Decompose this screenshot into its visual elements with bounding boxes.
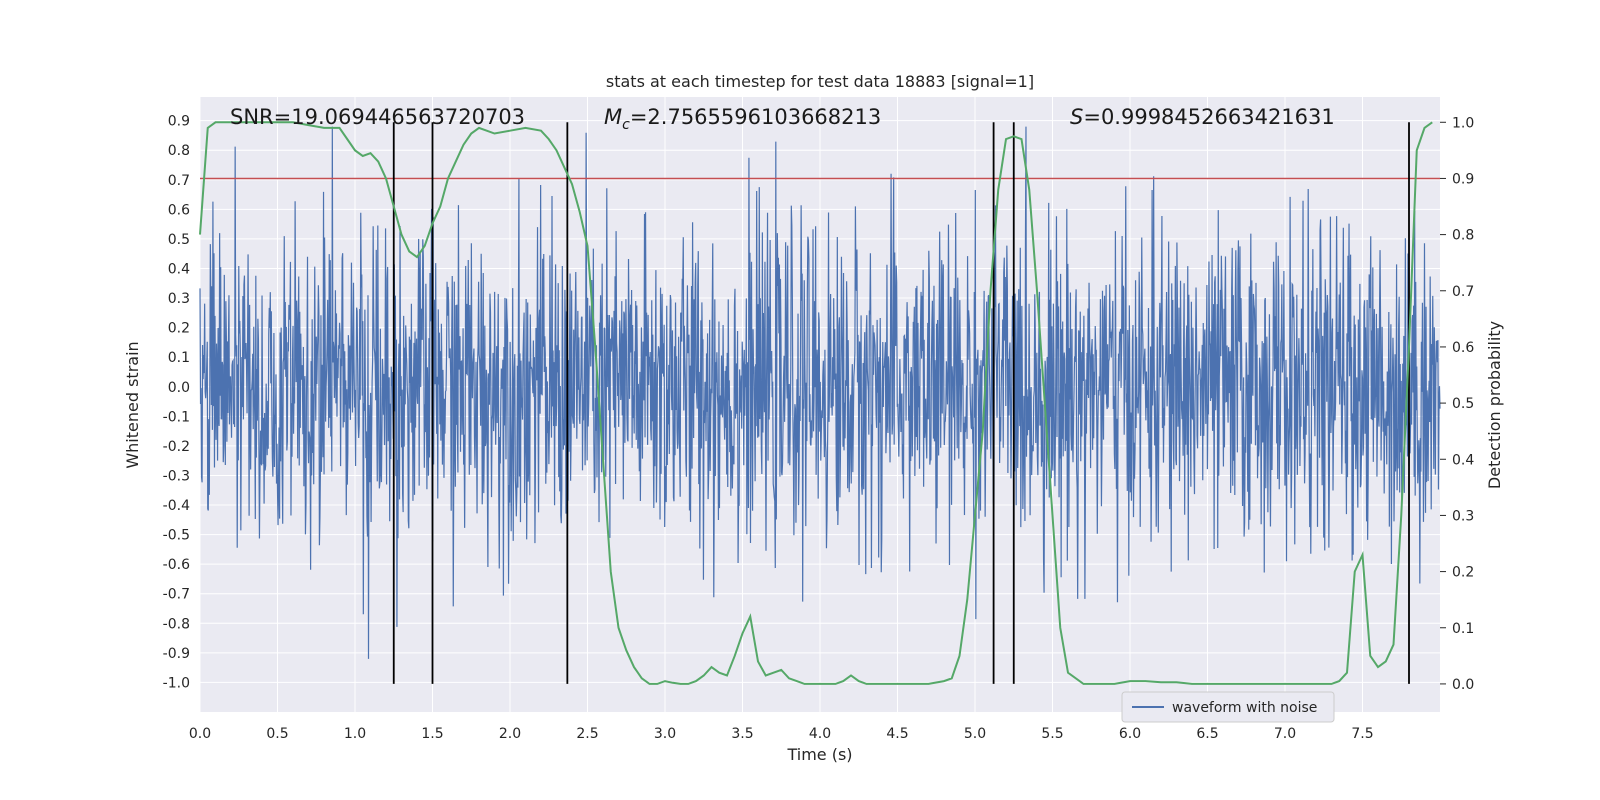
y-right-tick-label: 0.3 bbox=[1452, 508, 1474, 524]
legend: waveform with noise bbox=[1121, 691, 1335, 723]
y-left-tick-label: -0.3 bbox=[163, 468, 190, 484]
y-left-tick-label: 0.1 bbox=[168, 350, 190, 366]
x-tick-label: 6.0 bbox=[1119, 726, 1141, 742]
probability-line bbox=[199, 121, 1433, 685]
y-right-tick-label: 0.9 bbox=[1452, 171, 1474, 187]
snr-annotation: SNR=19.069446563720703 bbox=[230, 105, 525, 129]
mc-symbol: M bbox=[604, 105, 622, 129]
y-right-tick-label: 1.0 bbox=[1452, 115, 1474, 131]
y-right-tick-label: 0.8 bbox=[1452, 228, 1474, 244]
x-tick-label: 3.0 bbox=[654, 726, 676, 742]
y-left-tick-label: -0.5 bbox=[163, 528, 190, 544]
vertical-markers bbox=[392, 122, 1410, 684]
mc-subscript: c bbox=[622, 117, 630, 133]
s-value: =0.9998452663421631 bbox=[1083, 105, 1334, 129]
x-axis-ticks: 0.0 0.5 1.0 1.5 2.0 2.5 3.0 3.5 4.0 4.5 5.0 5.5 6.0 6… bbox=[189, 726, 1374, 742]
y-left-tick-label: 0.6 bbox=[168, 202, 190, 218]
y-left-tick-label: -1.0 bbox=[163, 675, 190, 691]
y-left-tick-label: -0.4 bbox=[163, 498, 190, 514]
x-tick-label: 2.0 bbox=[499, 726, 521, 742]
x-tick-label: 1.0 bbox=[344, 726, 366, 742]
legend-box bbox=[1121, 691, 1335, 723]
mc-value: =2.7565596103668213 bbox=[630, 105, 881, 129]
y-left-tick-label: -0.7 bbox=[163, 587, 190, 603]
y-right-tick-label: 0.6 bbox=[1452, 340, 1474, 356]
y-left-tick-label: 0.5 bbox=[168, 232, 190, 248]
x-tick-label: 0.0 bbox=[189, 726, 211, 742]
y-right-axis-label: Detection probability bbox=[1485, 321, 1504, 489]
y-right-tick-label: 0.0 bbox=[1452, 677, 1474, 693]
x-tick-label: 7.0 bbox=[1274, 726, 1296, 742]
x-tick-label: 6.5 bbox=[1196, 726, 1218, 742]
x-axis-label: Time (s) bbox=[786, 745, 852, 764]
chart-title: stats at each timestep for test data 188… bbox=[606, 72, 1034, 91]
legend-entry: waveform with noise bbox=[1172, 700, 1317, 716]
probability-series bbox=[199, 121, 1433, 685]
y-right-tick-label: 0.2 bbox=[1452, 565, 1474, 581]
y-left-tick-label: -0.1 bbox=[163, 409, 190, 425]
y-left-tick-label: 0.4 bbox=[168, 261, 190, 277]
y-right-tick-label: 0.1 bbox=[1452, 621, 1474, 637]
y-right-axis-ticks: 1.0 0.9 0.8 0.7 0.6 0.5 0.4 0.3 0.2 0.1 0.0 bbox=[1440, 115, 1474, 693]
y-left-tick-label: -0.8 bbox=[163, 616, 190, 632]
y-left-tick-label: -0.6 bbox=[163, 557, 190, 573]
x-tick-label: 0.5 bbox=[266, 726, 288, 742]
x-tick-label: 4.5 bbox=[886, 726, 908, 742]
x-tick-label: 3.5 bbox=[731, 726, 753, 742]
y-right-tick-label: 0.7 bbox=[1452, 284, 1474, 300]
x-tick-label: 5.5 bbox=[1041, 726, 1063, 742]
x-tick-label: 1.5 bbox=[421, 726, 443, 742]
y-left-tick-label: 0.2 bbox=[168, 321, 190, 337]
y-left-tick-label: 0.8 bbox=[168, 143, 190, 159]
x-tick-label: 4.0 bbox=[809, 726, 831, 742]
y-right-tick-label: 0.5 bbox=[1452, 396, 1474, 412]
y-left-axis-ticks: 0.9 0.8 0.7 0.6 0.5 0.4 0.3 0.2 0.1 0.0 -0.1 -0.2 -0… bbox=[163, 114, 190, 692]
waveform-series bbox=[199, 126, 1441, 659]
y-left-tick-label: -0.9 bbox=[163, 646, 190, 662]
waveform-line bbox=[199, 126, 1441, 659]
x-tick-label: 5.0 bbox=[964, 726, 986, 742]
y-left-axis-label: Whitened strain bbox=[123, 341, 142, 468]
y-left-tick-label: 0.0 bbox=[168, 380, 190, 396]
mc-annotation: Mc=2.7565596103668213 bbox=[604, 105, 881, 133]
y-right-tick-label: 0.4 bbox=[1452, 452, 1474, 468]
x-tick-label: 2.5 bbox=[576, 726, 598, 742]
y-left-tick-label: 0.3 bbox=[168, 291, 190, 307]
s-annotation: S=0.9998452663421631 bbox=[1070, 105, 1335, 129]
y-left-tick-label: -0.2 bbox=[163, 439, 190, 455]
x-tick-label: 7.5 bbox=[1351, 726, 1373, 742]
y-left-tick-label: 0.9 bbox=[168, 114, 190, 130]
y-left-tick-label: 0.7 bbox=[168, 173, 190, 189]
s-symbol: S bbox=[1070, 105, 1083, 129]
